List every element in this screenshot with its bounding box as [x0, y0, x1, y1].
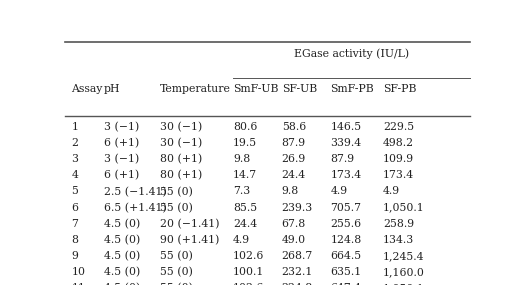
Text: 100.1: 100.1	[233, 267, 265, 277]
Text: 134.3: 134.3	[383, 235, 414, 245]
Text: 124.8: 124.8	[330, 235, 361, 245]
Text: 87.9: 87.9	[282, 138, 306, 148]
Text: 232.1: 232.1	[282, 267, 313, 277]
Text: SmF-UB: SmF-UB	[233, 84, 279, 93]
Text: 30 (−1): 30 (−1)	[160, 122, 203, 132]
Text: 6.5 (+1.41): 6.5 (+1.41)	[104, 203, 167, 213]
Text: 705.7: 705.7	[330, 203, 361, 213]
Text: 9: 9	[72, 251, 78, 261]
Text: 1,245.4: 1,245.4	[383, 251, 424, 261]
Text: 102.6: 102.6	[233, 251, 265, 261]
Text: 87.9: 87.9	[330, 154, 354, 164]
Text: 173.4: 173.4	[383, 170, 414, 180]
Text: 6 (+1): 6 (+1)	[104, 170, 139, 181]
Text: 4.5 (0): 4.5 (0)	[104, 283, 140, 285]
Text: 2.5 (−1.41): 2.5 (−1.41)	[104, 186, 167, 197]
Text: 1,050.1: 1,050.1	[383, 203, 424, 213]
Text: 224.8: 224.8	[282, 283, 313, 285]
Text: 6: 6	[72, 203, 78, 213]
Text: 49.0: 49.0	[282, 235, 306, 245]
Text: 2: 2	[72, 138, 78, 148]
Text: 80 (+1): 80 (+1)	[160, 170, 203, 181]
Text: 7.3: 7.3	[233, 186, 251, 196]
Text: Assay: Assay	[72, 84, 103, 93]
Text: 4.5 (0): 4.5 (0)	[104, 251, 140, 261]
Text: 30 (−1): 30 (−1)	[160, 138, 203, 148]
Text: 498.2: 498.2	[383, 138, 414, 148]
Text: 85.5: 85.5	[233, 203, 257, 213]
Text: 635.1: 635.1	[330, 267, 361, 277]
Text: 24.4: 24.4	[282, 170, 306, 180]
Text: 255.6: 255.6	[330, 219, 361, 229]
Text: 9.8: 9.8	[282, 186, 299, 196]
Text: 11: 11	[72, 283, 85, 285]
Text: 90 (+1.41): 90 (+1.41)	[160, 235, 220, 245]
Text: 102.6: 102.6	[233, 283, 265, 285]
Text: 4.9: 4.9	[233, 235, 250, 245]
Text: Temperature: Temperature	[160, 84, 231, 93]
Text: 55 (0): 55 (0)	[160, 251, 193, 261]
Text: EGase activity (IU/L): EGase activity (IU/L)	[294, 48, 409, 59]
Text: 67.8: 67.8	[282, 219, 306, 229]
Text: 7: 7	[72, 219, 78, 229]
Text: 258.9: 258.9	[383, 219, 414, 229]
Text: 1: 1	[72, 122, 78, 132]
Text: 268.7: 268.7	[282, 251, 313, 261]
Text: 3: 3	[72, 154, 78, 164]
Text: 8: 8	[72, 235, 78, 245]
Text: 4.5 (0): 4.5 (0)	[104, 235, 140, 245]
Text: 647.4: 647.4	[330, 283, 361, 285]
Text: 80 (+1): 80 (+1)	[160, 154, 203, 164]
Text: 339.4: 339.4	[330, 138, 361, 148]
Text: 55 (0): 55 (0)	[160, 186, 193, 197]
Text: 109.9: 109.9	[383, 154, 414, 164]
Text: 55 (0): 55 (0)	[160, 203, 193, 213]
Text: 3 (−1): 3 (−1)	[104, 154, 139, 164]
Text: 6 (+1): 6 (+1)	[104, 138, 139, 148]
Text: 5: 5	[72, 186, 78, 196]
Text: pH: pH	[104, 84, 120, 93]
Text: SmF-PB: SmF-PB	[330, 84, 374, 93]
Text: 4.9: 4.9	[330, 186, 347, 196]
Text: 55 (0): 55 (0)	[160, 267, 193, 278]
Text: 58.6: 58.6	[282, 122, 306, 132]
Text: 4.5 (0): 4.5 (0)	[104, 267, 140, 278]
Text: 173.4: 173.4	[330, 170, 361, 180]
Text: 20 (−1.41): 20 (−1.41)	[160, 219, 220, 229]
Text: 24.4: 24.4	[233, 219, 257, 229]
Text: 146.5: 146.5	[330, 122, 361, 132]
Text: SF-UB: SF-UB	[282, 84, 317, 93]
Text: 80.6: 80.6	[233, 122, 257, 132]
Text: 229.5: 229.5	[383, 122, 414, 132]
Text: 4: 4	[72, 170, 78, 180]
Text: 239.3: 239.3	[282, 203, 313, 213]
Text: 3 (−1): 3 (−1)	[104, 122, 139, 132]
Text: 10: 10	[72, 267, 85, 277]
Text: 664.5: 664.5	[330, 251, 361, 261]
Text: 26.9: 26.9	[282, 154, 306, 164]
Text: 1,160.0: 1,160.0	[383, 267, 425, 277]
Text: SF-PB: SF-PB	[383, 84, 416, 93]
Text: 55 (0): 55 (0)	[160, 283, 193, 285]
Text: 14.7: 14.7	[233, 170, 257, 180]
Text: 9.8: 9.8	[233, 154, 251, 164]
Text: 4.9: 4.9	[383, 186, 400, 196]
Text: 4.5 (0): 4.5 (0)	[104, 219, 140, 229]
Text: 1,050.1: 1,050.1	[383, 283, 424, 285]
Text: 19.5: 19.5	[233, 138, 257, 148]
